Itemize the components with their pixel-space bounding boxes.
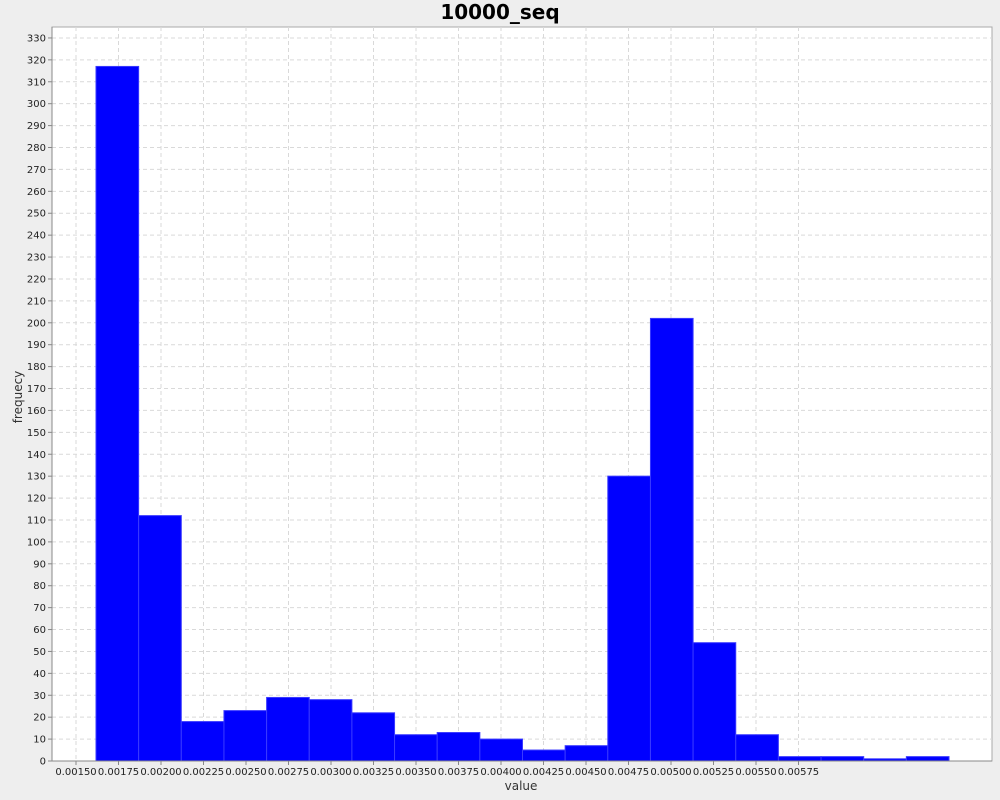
y-tick-label: 140	[27, 450, 46, 461]
histogram-bar	[394, 734, 438, 762]
grid-lines	[52, 27, 992, 762]
y-tick-label: 320	[27, 55, 46, 66]
x-tick-label: 0.00275	[268, 767, 309, 778]
y-tick-label: 300	[27, 99, 46, 110]
y-tick-label: 280	[27, 143, 46, 154]
histogram-bar	[266, 696, 310, 762]
x-tick-label: 0.00300	[310, 767, 351, 778]
x-tick-label: 0.00500	[650, 767, 691, 778]
y-tick-label: 250	[27, 209, 46, 220]
histogram-bar	[564, 745, 609, 762]
y-tick-label: 330	[27, 33, 46, 44]
histogram-bar	[735, 734, 779, 762]
y-tick-label: 310	[27, 77, 46, 88]
x-tick-label: 0.00350	[395, 767, 436, 778]
x-tick-label: 0.00250	[225, 767, 266, 778]
x-tick-label: 0.00225	[183, 767, 224, 778]
histogram-bar	[138, 515, 182, 762]
y-tick-label: 270	[27, 165, 46, 176]
histogram-bar	[436, 732, 481, 762]
x-tick-label: 0.00400	[480, 767, 521, 778]
y-tick-label: 200	[27, 318, 46, 329]
histogram-bar	[820, 756, 865, 762]
plot-area	[51, 26, 993, 762]
y-tick-label: 110	[27, 515, 46, 526]
x-axis-label: value	[505, 779, 538, 793]
y-tick-label: 290	[27, 121, 46, 132]
histogram-bar	[522, 749, 566, 762]
y-tick-label: 60	[33, 625, 46, 636]
y-tick-label: 10	[33, 735, 46, 746]
y-tick-label: 90	[33, 559, 46, 570]
x-tick-label: 0.00325	[353, 767, 394, 778]
bars	[95, 65, 950, 762]
x-tick-label: 0.00525	[693, 767, 734, 778]
x-tick-label: 0.00375	[438, 767, 479, 778]
y-tick-label: 150	[27, 428, 46, 439]
y-tick-label: 160	[27, 406, 46, 417]
x-tick-label: 0.00550	[735, 767, 776, 778]
histogram-bar	[223, 710, 268, 762]
axes: 0 10 20 30 40 50 60 70 80 90 100 110 120 130 140 150 160…	[27, 27, 992, 778]
y-tick-label: 50	[33, 647, 46, 658]
y-tick-label: 100	[27, 537, 46, 548]
histogram-bar	[692, 642, 737, 762]
x-tick-label: 0.00575	[778, 767, 819, 778]
x-tick-label: 0.00150	[55, 767, 96, 778]
x-tick-label: 0.00425	[523, 767, 564, 778]
x-tick-label: 0.00475	[608, 767, 649, 778]
histogram-bar	[479, 738, 524, 762]
histogram-bar	[649, 317, 694, 762]
y-tick-label: 190	[27, 340, 46, 351]
histogram-bar	[180, 721, 225, 762]
y-tick-label: 120	[27, 494, 46, 505]
x-tick-label: 0.00175	[98, 767, 139, 778]
y-tick-label: 240	[27, 231, 46, 242]
y-tick-label: 220	[27, 274, 46, 285]
x-tick-label: 0.00200	[140, 767, 181, 778]
y-tick-label: 260	[27, 187, 46, 198]
histogram-bar	[905, 756, 950, 762]
y-axis-label: frequecy	[11, 371, 25, 424]
y-tick-label: 210	[27, 296, 46, 307]
histogram-bar	[777, 756, 822, 762]
histogram-bar	[308, 699, 353, 762]
y-tick-label: 70	[33, 603, 46, 614]
y-tick-label: 130	[27, 472, 46, 483]
y-tick-label: 170	[27, 384, 46, 395]
y-tick-label: 20	[33, 713, 46, 724]
histogram-bar	[351, 712, 396, 762]
y-tick-label: 80	[33, 581, 46, 592]
y-tick-label: 0	[40, 757, 46, 768]
histogram-bar	[607, 475, 651, 762]
chart-title: 10000_seq	[440, 0, 559, 24]
y-tick-label: 230	[27, 253, 46, 264]
y-tick-label: 40	[33, 669, 46, 680]
x-tick-label: 0.00450	[565, 767, 606, 778]
histogram-bar	[95, 65, 140, 762]
y-tick-label: 30	[33, 691, 46, 702]
y-tick-label: 180	[27, 362, 46, 373]
